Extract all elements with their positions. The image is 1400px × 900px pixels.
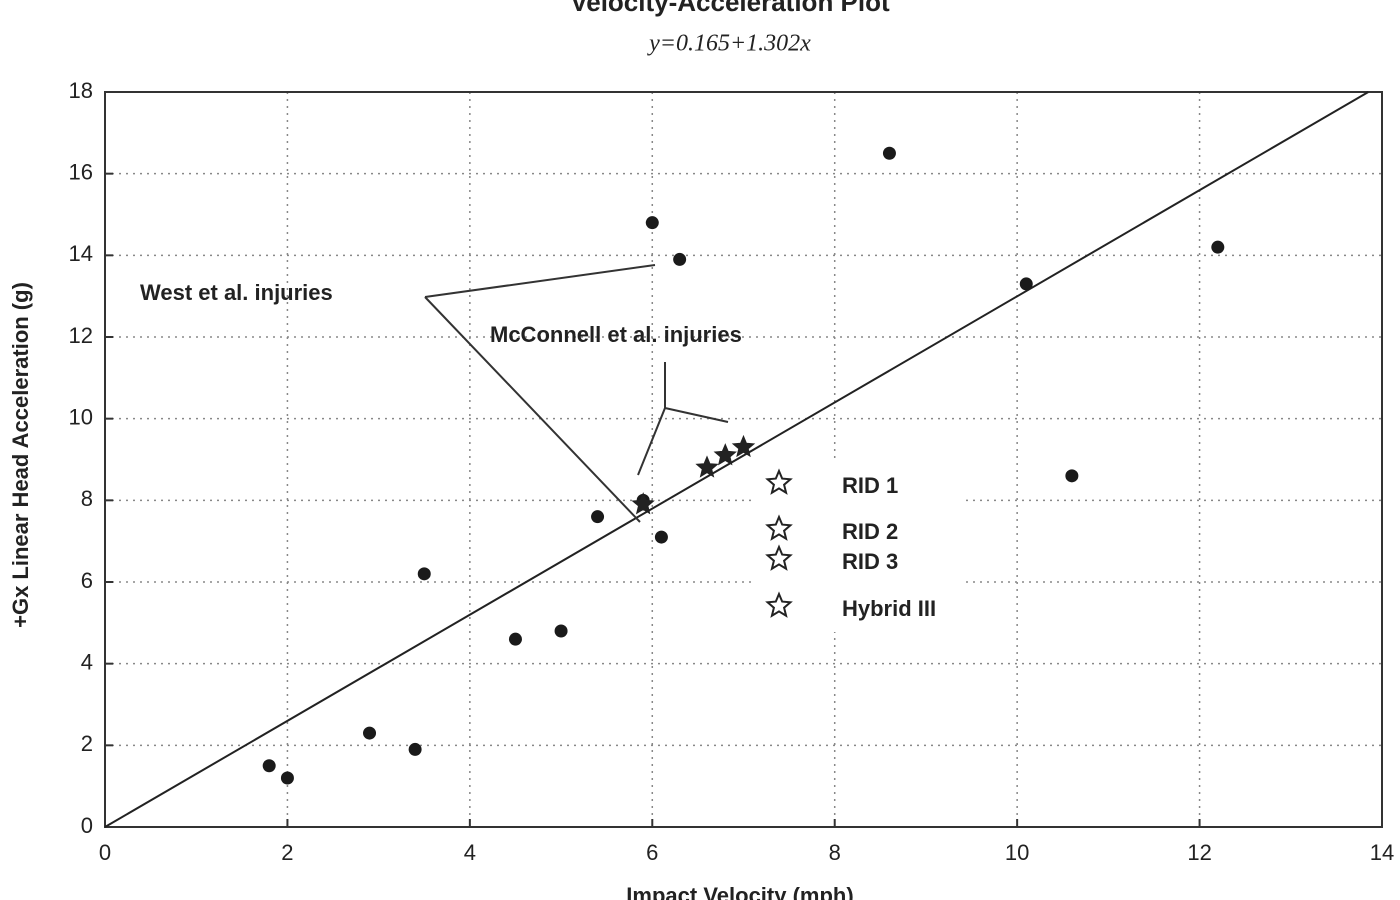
- x-tick-label: 0: [99, 840, 111, 865]
- legend-marker: [765, 591, 793, 618]
- legend-label: Hybrid III: [842, 596, 936, 621]
- data-point: [1211, 240, 1225, 254]
- data-point: [262, 759, 276, 773]
- y-tick-label: 12: [69, 323, 93, 348]
- leader-line: [637, 362, 729, 476]
- annotation: West et al. injuries: [140, 280, 333, 305]
- leader-line: [424, 264, 656, 523]
- annotation: McConnell et al. injuries: [490, 322, 742, 347]
- x-tick-label: 14: [1370, 840, 1394, 865]
- star-point: [631, 492, 655, 515]
- data-point: [882, 146, 896, 160]
- data-point: [591, 510, 605, 524]
- data-point: [280, 771, 294, 785]
- y-tick-label: 2: [81, 731, 93, 756]
- legend-marker: [765, 468, 793, 495]
- y-axis-label: +Gx Linear Head Acceleration (g): [8, 282, 33, 628]
- y-tick-label: 14: [69, 241, 93, 266]
- y-tick-label: 6: [81, 568, 93, 593]
- data-point: [363, 726, 377, 740]
- star-point: [695, 455, 719, 478]
- x-tick-label: 6: [646, 840, 658, 865]
- y-tick-label: 18: [69, 78, 93, 103]
- y-tick-label: 8: [81, 486, 93, 511]
- data-point: [1065, 469, 1079, 483]
- star-point: [731, 434, 756, 458]
- plot-frame: [104, 91, 1383, 828]
- data-point: [654, 530, 668, 544]
- legend-marker: [765, 544, 793, 571]
- legend-label: RID 1: [842, 473, 898, 498]
- x-tick-label: 8: [829, 840, 841, 865]
- y-tick-label: 10: [69, 404, 93, 429]
- chart-title: Velocity-Acceleration Plot: [570, 0, 890, 17]
- x-axis-label: Impact Velocity (mph): [626, 883, 853, 900]
- x-tick-label: 10: [1005, 840, 1029, 865]
- x-tick-label: 2: [281, 840, 293, 865]
- data-point: [645, 216, 659, 230]
- star-point: [713, 443, 737, 466]
- y-tick-label: 0: [81, 813, 93, 838]
- data-point: [673, 252, 687, 266]
- y-tick-label: 16: [69, 159, 93, 184]
- data-point: [1019, 277, 1033, 291]
- legend-marker: [765, 514, 793, 541]
- x-tick-label: 4: [464, 840, 476, 865]
- x-tick-label: 12: [1187, 840, 1211, 865]
- y-tick-label: 4: [81, 649, 93, 674]
- data-point: [508, 632, 522, 646]
- fit-line: [104, 91, 1369, 828]
- data-point: [408, 742, 422, 756]
- legend-label: RID 3: [842, 549, 898, 574]
- data-point: [417, 567, 431, 581]
- legend-label: RID 2: [842, 519, 898, 544]
- data-point: [554, 624, 568, 638]
- chart-subtitle: y=0.165+1.302x: [647, 31, 811, 57]
